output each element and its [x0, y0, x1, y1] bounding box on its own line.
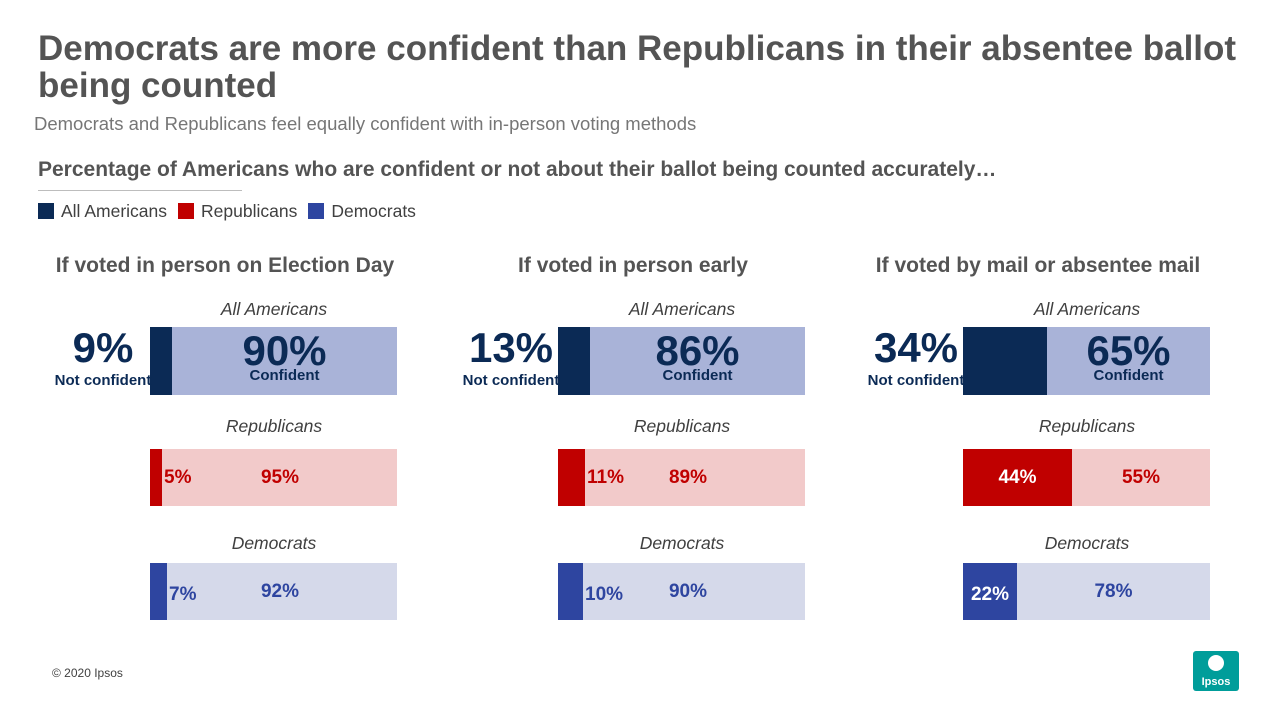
stacked-bar: 5% 95% [150, 449, 397, 506]
confident-label: Confident [1093, 367, 1164, 384]
confident-value: 95% [260, 467, 300, 488]
panel-title: If voted in person early [518, 254, 748, 277]
stacked-bar: 7% 92% [150, 563, 397, 620]
bar-segment-not-confident [150, 327, 172, 395]
chart-title: Democrats are more confident than Republ… [38, 29, 1237, 105]
legend-label: Democrats [331, 200, 416, 221]
chart-subtitle: Democrats and Republicans feel equally c… [34, 113, 697, 134]
group-label: All Americans [1033, 299, 1141, 319]
not-confident-value: 7% [169, 584, 197, 605]
legend-label: All Americans [61, 200, 168, 221]
not-confident-label: Not confident [54, 372, 152, 389]
group-label: All Americans [220, 299, 328, 319]
legend-item-all-americans: All Americans [38, 201, 167, 222]
confident-value: 90% [242, 327, 327, 374]
bar-segment-not-confident [150, 563, 167, 620]
legend-item-democrats: Democrats [308, 201, 416, 222]
bar-segment-confident [150, 449, 397, 506]
logo-bubble-icon [1208, 655, 1224, 671]
bar-segment-confident [558, 327, 805, 395]
bar-segment-confident [558, 449, 805, 506]
chart-panel: If voted in person early All Americans 86%… [433, 250, 833, 630]
chart-panel: If voted in person on Election Day All Am… [25, 250, 425, 630]
legend-item-republicans: Republicans [178, 201, 297, 222]
confident-label: Confident [249, 367, 320, 384]
question-text: Percentage of Americans who are confiden… [38, 158, 997, 181]
confident-value: 86% [655, 327, 740, 374]
not-confident-label: Not confident [462, 372, 560, 389]
group-label: All Americans [628, 299, 736, 319]
bar-segment-confident [558, 563, 805, 620]
confident-value: 78% [1094, 581, 1133, 602]
legend: All Americans Republicans Democrats [38, 201, 427, 221]
bar-segment-confident [150, 327, 397, 395]
panel-title: If voted by mail or absentee mail [875, 254, 1201, 277]
bar-segment-not-confident [558, 327, 590, 395]
group-label: Republicans [633, 416, 731, 436]
group-label: Republicans [225, 416, 323, 436]
logo-text: Ipsos [1201, 676, 1231, 688]
bar-segment-not-confident [558, 449, 585, 506]
panel-title: If voted in person on Election Day [55, 254, 395, 277]
legend-swatch [178, 203, 195, 219]
bar-segment-not-confident [150, 449, 162, 506]
chart-panel: If voted by mail or absentee mail All Ame… [838, 250, 1238, 630]
stacked-bar: 11% 89% [558, 449, 805, 506]
group-label: Republicans [1038, 416, 1136, 436]
stacked-bar: 22% 78% [963, 563, 1210, 620]
ipsos-logo: Ipsos [1193, 651, 1239, 691]
not-confident-value: 34% [873, 324, 959, 371]
divider [38, 190, 242, 191]
not-confident-value: 10% [585, 584, 624, 605]
not-confident-value: 11% [587, 467, 624, 488]
legend-swatch [308, 203, 325, 219]
confident-value: 90% [668, 581, 708, 602]
bar-segment-not-confident [558, 563, 583, 620]
group-label: Democrats [1044, 533, 1130, 553]
stacked-bar: 44% 55% [963, 449, 1210, 506]
confident-label: Confident [662, 367, 733, 384]
group-label: Democrats [231, 533, 317, 553]
legend-swatch [38, 203, 54, 219]
stacked-bar: 90% Confident [150, 327, 397, 395]
bar-segment-confident [150, 563, 397, 620]
confident-value: 55% [1121, 467, 1161, 488]
not-confident-value: 44% [998, 467, 1037, 488]
bar-segment-not-confident [963, 449, 1072, 506]
legend-label: Republicans [201, 200, 298, 221]
stacked-bar: 65% Confident [963, 327, 1210, 395]
bar-segment-not-confident [963, 563, 1017, 620]
bar-segment-not-confident [963, 327, 1047, 395]
not-confident-label: Not confident [867, 372, 965, 389]
group-label: Democrats [639, 533, 725, 553]
not-confident-value: 22% [970, 584, 1010, 605]
stacked-bar: 86% Confident [558, 327, 805, 395]
confident-value: 92% [260, 581, 300, 602]
not-confident-value: 9% [72, 324, 134, 371]
confident-value: 89% [668, 467, 708, 488]
confident-value: 65% [1086, 327, 1171, 374]
not-confident-value: 5% [164, 467, 192, 488]
not-confident-value: 13% [468, 324, 554, 371]
copyright: © 2020 Ipsos [52, 666, 123, 680]
stacked-bar: 10% 90% [558, 563, 805, 620]
